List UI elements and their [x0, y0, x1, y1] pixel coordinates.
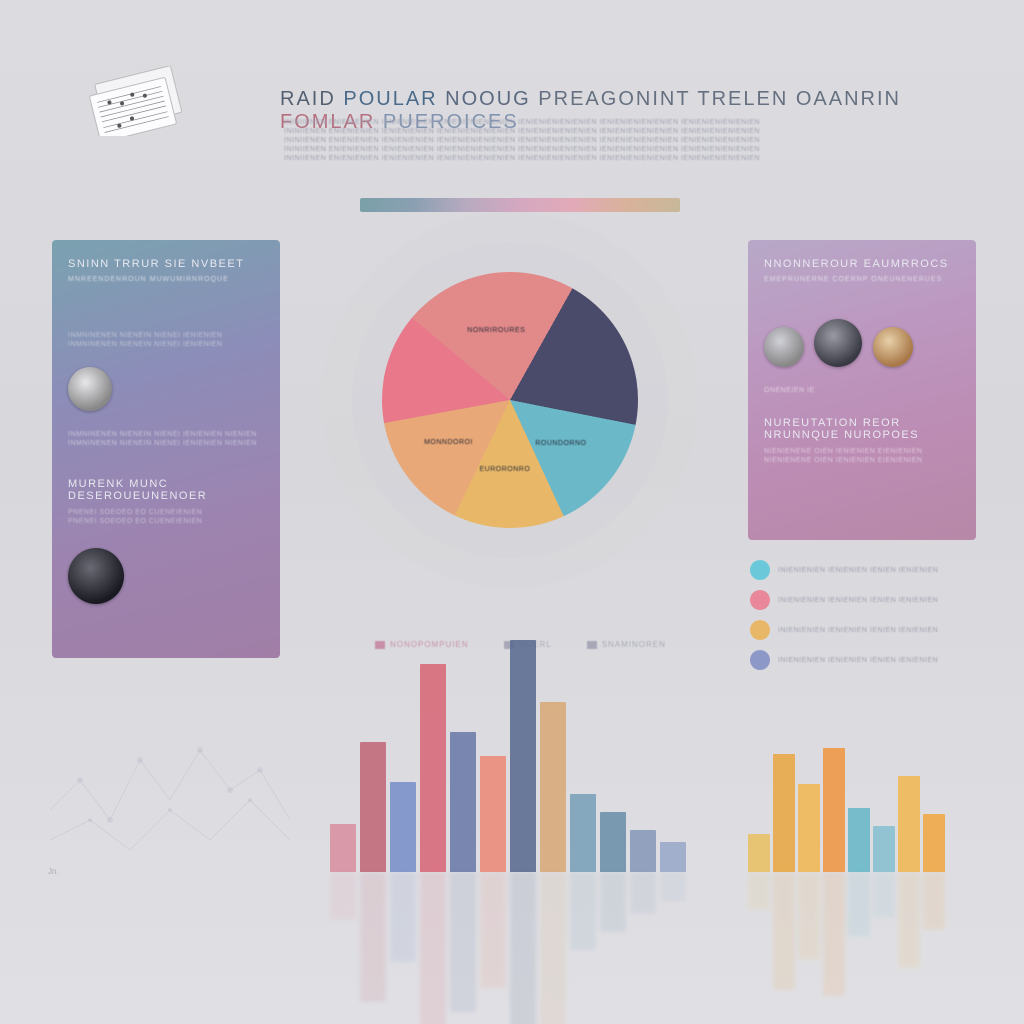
bar — [898, 872, 920, 968]
bar — [873, 826, 895, 872]
bar — [450, 732, 476, 872]
bar — [450, 872, 476, 1012]
bar — [420, 664, 446, 872]
bar-chart-right — [748, 748, 948, 872]
bar — [748, 872, 770, 910]
avatar — [814, 319, 862, 367]
bar — [660, 842, 686, 872]
bar — [570, 872, 596, 950]
bar — [420, 872, 446, 1024]
bar — [390, 782, 416, 872]
avatar-row — [764, 319, 960, 372]
bar — [873, 872, 895, 918]
bar — [600, 872, 626, 932]
avatar — [873, 327, 913, 367]
right-panel-section: NUREUTATION REOR NRUNNQUE NUROPOES — [764, 417, 960, 441]
note-icon — [750, 620, 770, 640]
pie-slice-label: ROUNDORNO — [535, 440, 586, 447]
bar — [360, 872, 386, 1002]
pie-slice-label: NONRIROURES — [467, 327, 525, 334]
annotation-list: INIENIENIEN IENIENIEN IENIEN IENIENIEN I… — [750, 560, 968, 670]
left-panel: SNINN TRRUR SIE NVBEET MNREENDENROUN MUW… — [52, 240, 280, 658]
header-paragraph: ININIIENEN ENIENIENIEN IENIENIENIEN IENI… — [284, 118, 904, 163]
bar — [480, 756, 506, 872]
bar — [570, 794, 596, 872]
svg-text:Jn.: Jn. — [48, 867, 59, 876]
bar — [798, 784, 820, 872]
left-panel-subtitle: MNREENDENROUN MUWUMIRNROQUE — [68, 276, 264, 283]
note-icon — [750, 590, 770, 610]
avatar — [68, 548, 124, 604]
avatar — [764, 327, 804, 367]
bar-chart-main-reflection — [330, 872, 690, 1024]
music-sheet-icon — [80, 66, 200, 141]
pie-slice-label: EURORONRO — [480, 466, 531, 473]
bar — [748, 834, 770, 872]
bar — [510, 872, 536, 1024]
note-icon — [750, 560, 770, 580]
pie-chart — [382, 272, 638, 528]
bar — [480, 872, 506, 988]
note-icon — [750, 650, 770, 670]
bar — [660, 872, 686, 902]
bar — [330, 824, 356, 872]
right-panel-subtitle: EMEPRUNERNE COERNP ONEUNENERUES — [764, 276, 960, 283]
bar — [773, 872, 795, 990]
left-panel-title: SNINN TRRUR SIE NVBEET — [68, 258, 264, 270]
bar — [600, 812, 626, 872]
bar-chart-right-reflection — [748, 872, 948, 996]
bar — [798, 872, 820, 960]
bar — [630, 872, 656, 914]
bar — [848, 808, 870, 872]
bar — [923, 872, 945, 930]
bar-chart-main — [330, 640, 690, 872]
bar — [540, 702, 566, 872]
bar — [898, 776, 920, 872]
scatter-background: Jn. — [40, 690, 300, 880]
bar — [773, 754, 795, 872]
avatar — [68, 367, 112, 411]
bar — [330, 872, 356, 920]
bar — [923, 814, 945, 872]
bar — [390, 872, 416, 962]
bar — [360, 742, 386, 872]
bar — [823, 748, 845, 872]
bar — [823, 872, 845, 996]
bar — [848, 872, 870, 936]
right-panel: NNONNEROUR EAUMRROCS EMEPRUNERNE COERNP … — [748, 240, 976, 540]
left-panel-section: MURENK MUNC DESEROUEUNENOER — [68, 478, 264, 502]
bar — [630, 830, 656, 872]
scale-bar — [360, 198, 680, 212]
bar — [510, 640, 536, 872]
pie-slice-label: MONNDOROI — [424, 439, 473, 446]
right-panel-title: NNONNEROUR EAUMRROCS — [764, 258, 960, 270]
bar — [540, 872, 566, 1024]
